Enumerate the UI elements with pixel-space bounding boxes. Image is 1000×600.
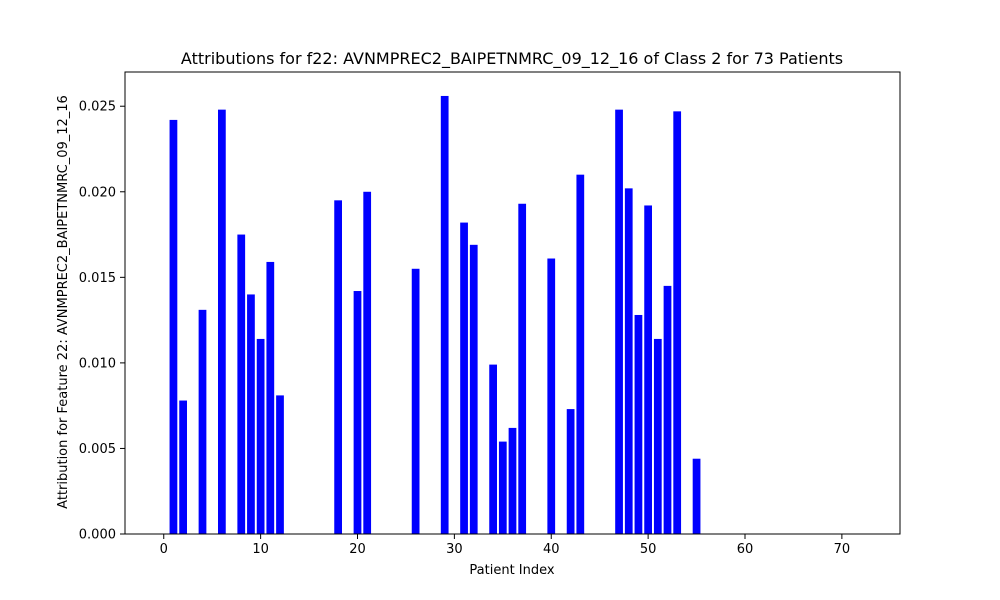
bar-patient-9 — [247, 294, 255, 534]
bar-patient-50 — [644, 205, 652, 534]
x-tick-label: 0 — [160, 542, 168, 557]
y-tick-label: 0.000 — [79, 528, 116, 543]
x-tick-label: 60 — [737, 542, 754, 557]
bar-patient-11 — [266, 261, 275, 534]
chart-title: Attributions for f22: AVNMPREC2_BAIPETNM… — [181, 49, 843, 69]
bar-patient-8 — [237, 234, 246, 535]
bar-patient-6 — [218, 109, 226, 535]
y-axis-ticks: 0.000 0.005 0.010 0.015 0.020 0.025 — [79, 100, 125, 543]
x-tick-label: 20 — [349, 542, 366, 557]
bar-patient-42 — [566, 409, 575, 534]
bar-patient-51 — [653, 338, 662, 534]
bar-patient-20 — [353, 291, 362, 534]
bar-patient-1 — [169, 119, 178, 535]
y-tick-label: 0.005 — [79, 442, 116, 457]
bar-patient-31 — [460, 222, 468, 535]
x-tick-label: 40 — [543, 542, 560, 557]
bar-patient-26 — [411, 268, 420, 534]
bar-patient-18 — [334, 200, 342, 535]
bar-patient-4 — [198, 309, 207, 534]
bar-patient-48 — [624, 188, 633, 534]
bar-patient-21 — [363, 191, 372, 534]
y-tick-label: 0.010 — [79, 356, 116, 371]
bars-group — [169, 95, 701, 535]
bar-patient-10 — [256, 338, 265, 534]
bar-patient-12 — [276, 395, 284, 534]
bar-patient-2 — [179, 400, 187, 534]
y-tick-label: 0.015 — [79, 271, 116, 286]
x-tick-label: 10 — [252, 542, 269, 557]
bar-patient-53 — [673, 111, 682, 534]
bar-patient-32 — [469, 244, 478, 535]
y-axis-label: Attribution for Feature 22: AVNMPREC2_BA… — [56, 95, 71, 509]
bar-patient-55 — [692, 458, 701, 534]
x-axis-ticks: 0 10 20 30 40 50 60 70 — [160, 534, 851, 557]
bar-patient-29 — [440, 95, 449, 534]
x-tick-label: 30 — [446, 542, 463, 557]
y-tick-label: 0.025 — [79, 100, 116, 115]
bar-patient-36 — [508, 427, 517, 534]
bar-patient-35 — [498, 441, 507, 534]
y-tick-label: 0.020 — [79, 185, 116, 200]
plot-area-frame — [124, 71, 901, 535]
bar-patient-52 — [663, 285, 672, 534]
bar-patient-34 — [489, 364, 497, 534]
bar-patient-40 — [547, 258, 556, 534]
bar-patient-43 — [576, 174, 585, 534]
x-tick-label: 70 — [834, 542, 851, 557]
bar-patient-47 — [615, 109, 623, 535]
bar-patient-49 — [634, 314, 643, 534]
x-tick-label: 50 — [640, 542, 657, 557]
bar-patient-37 — [518, 203, 527, 534]
x-axis-label: Patient Index — [469, 563, 554, 578]
